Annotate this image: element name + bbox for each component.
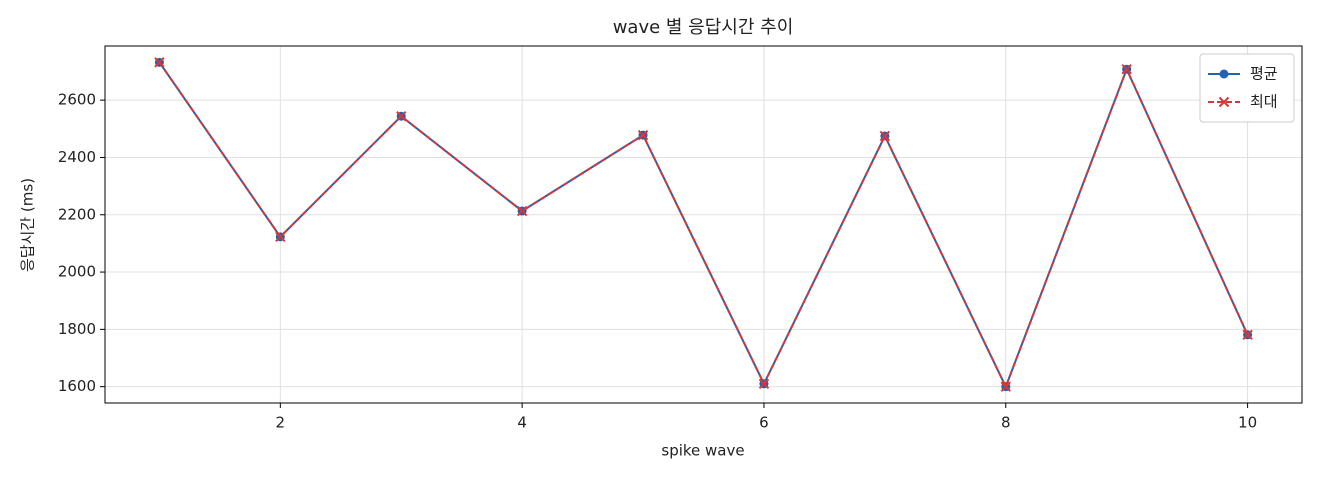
x-tick-label: 8 <box>1001 414 1011 432</box>
y-tick-label: 1600 <box>58 377 96 395</box>
marker <box>516 205 528 217</box>
y-tick-label: 2600 <box>58 91 96 109</box>
legend-marker <box>1218 96 1230 108</box>
y-tick-label: 2000 <box>58 263 96 281</box>
marker <box>1242 329 1253 341</box>
marker <box>396 110 407 122</box>
chart-title: wave 별 응답시간 추이 <box>613 17 794 38</box>
legend-marker <box>1219 69 1229 79</box>
legend-box <box>1199 53 1295 123</box>
marker <box>758 378 770 390</box>
marker <box>154 57 165 68</box>
y-tick-label: 2200 <box>58 205 96 223</box>
x-tick-label: 4 <box>517 414 527 432</box>
legend-label: 평균 <box>1250 65 1278 83</box>
series-line <box>158 61 1249 390</box>
x-tick-label: 2 <box>276 414 286 432</box>
x-tick-label: 10 <box>1238 414 1257 432</box>
marker <box>1000 381 1011 392</box>
y-tick-label: 2400 <box>58 148 96 166</box>
plot-frame <box>104 45 1303 404</box>
y-axis-label: 응답시간 (ms) <box>19 178 37 272</box>
y-tick-label: 1800 <box>58 320 96 338</box>
series-line <box>158 61 1249 390</box>
x-tick-label: 6 <box>759 414 769 432</box>
marker <box>275 231 286 243</box>
marker <box>637 129 649 141</box>
marker <box>1121 64 1132 75</box>
marker <box>879 130 891 142</box>
x-axis-label: spike wave <box>661 442 744 460</box>
legend-label: 최대 <box>1250 93 1278 111</box>
